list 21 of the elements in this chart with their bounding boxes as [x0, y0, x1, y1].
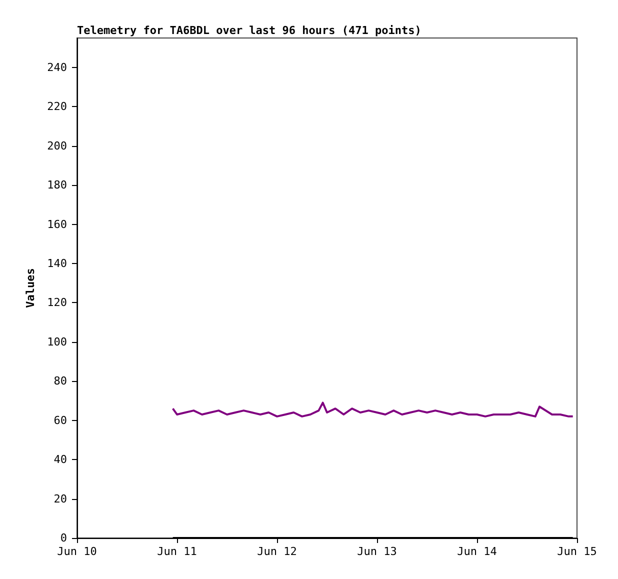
y-tick-label: 180: [47, 178, 67, 192]
y-tick-label: 200: [47, 139, 67, 152]
y-tick-label: 80: [54, 374, 67, 388]
y-tick-label: 120: [47, 296, 67, 310]
x-tick-label: Jun 12: [257, 545, 297, 558]
x-tick-label: Jun 15: [557, 545, 597, 558]
y-tick-label: 240: [47, 60, 67, 74]
y-axis-title: Values: [24, 268, 38, 308]
x-tick-label: Jun 14: [457, 545, 498, 558]
y-tick-label: 40: [54, 453, 67, 466]
x-tick-label: Jun 10: [57, 545, 97, 558]
y-tick-label: 160: [47, 218, 67, 231]
x-tick-label: Jun 13: [357, 545, 397, 558]
x-tick-label: Jun 11: [157, 545, 197, 558]
y-tick-label: 220: [47, 100, 67, 114]
chart-title: Telemetry for TA6BDL over last 96 hours (471 points): [77, 24, 422, 37]
y-tick-label: 100: [47, 335, 67, 348]
y-tick-label: 60: [54, 414, 67, 427]
y-tick-label: 0: [60, 532, 67, 544]
y-tick-label: 140: [47, 256, 67, 270]
y-tick-label: 20: [54, 492, 67, 506]
